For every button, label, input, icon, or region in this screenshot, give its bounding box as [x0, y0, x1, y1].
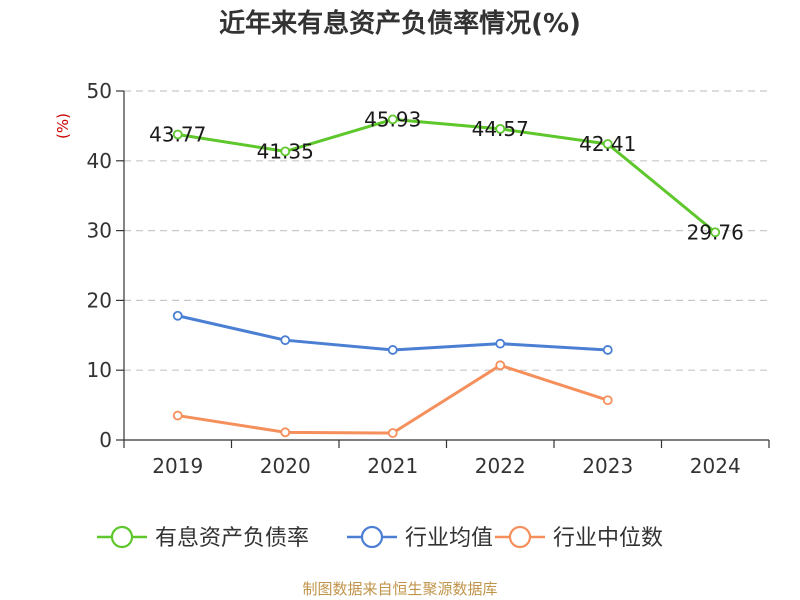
data-label: 29.76 [687, 220, 744, 244]
series-lines [172, 114, 721, 438]
data-label: 45.93 [364, 107, 421, 131]
y-axis-unit-label: (%) [54, 113, 72, 139]
y-tick-label: 0 [99, 428, 112, 452]
data-point [602, 345, 613, 355]
x-tick-label: 2021 [367, 454, 418, 478]
legend-label: 行业均值 [405, 526, 493, 551]
data-point [172, 129, 183, 140]
data-point [602, 139, 613, 149]
y-tick-label: 20 [87, 288, 112, 312]
legend-marker [508, 525, 532, 549]
data-label: 43.77 [149, 122, 206, 146]
data-point [387, 428, 398, 438]
chart-title: 近年来有息资产负债率情况(%) [219, 8, 581, 39]
y-tick-label: 40 [87, 149, 112, 173]
data-point [387, 345, 398, 355]
data-labels: 43.77 41.35 45.93 44.57 42.41 29.76 [149, 107, 744, 244]
series-line-1 [177, 314, 608, 352]
data-label: 44.57 [472, 117, 529, 141]
data-point [172, 410, 183, 421]
y-tick-label: 30 [87, 219, 112, 243]
data-label: 42.41 [579, 132, 636, 156]
x-tick-label: 2019 [152, 454, 203, 478]
grid-lines [124, 90, 769, 371]
data-point [602, 395, 613, 406]
data-point [280, 146, 291, 157]
data-point [280, 427, 291, 438]
legend-label: 行业中位数 [553, 526, 663, 551]
x-tick-label: 2020 [260, 454, 311, 478]
x-tick-label: 2024 [690, 454, 741, 478]
series-line-2 [177, 363, 609, 435]
data-label: 41.35 [257, 139, 314, 163]
data-point [710, 227, 721, 238]
series-line-0 [177, 117, 717, 234]
legend-label: 有息资产负债率 [155, 526, 309, 551]
data-point [387, 114, 398, 125]
y-tick-label: 50 [87, 79, 112, 103]
x-tick-label: 2022 [475, 454, 526, 478]
y-tick-label: 10 [87, 358, 112, 382]
source-note: 制图数据来自恒生聚源数据库 [302, 580, 497, 598]
data-point [280, 335, 291, 346]
data-point [495, 338, 506, 349]
legend-marker [360, 525, 384, 549]
legend: 有息资产负债率 行业均值 行业中位数 [97, 525, 663, 551]
data-point [495, 124, 506, 134]
legend-marker [110, 525, 134, 549]
axes: 0 10 20 30 40 50 2019 2020 2021 2022 2023 2024 [87, 79, 770, 478]
x-tick-label: 2023 [582, 454, 633, 478]
data-point [495, 360, 506, 371]
data-point [172, 310, 183, 321]
